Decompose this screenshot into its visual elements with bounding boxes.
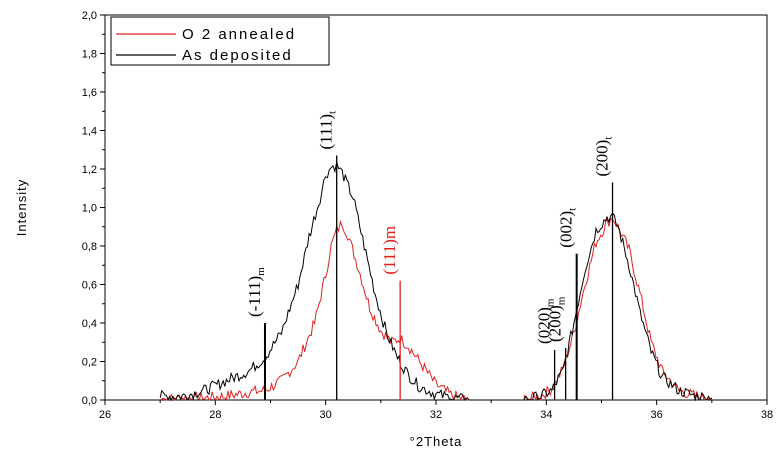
reference-label: (002)t <box>557 208 579 248</box>
y-tick-label: 0,0 <box>82 395 97 407</box>
x-tick-label: 30 <box>320 409 332 421</box>
y-axis-label: Intensity <box>14 179 29 236</box>
reference-label: (-111)m <box>245 267 267 317</box>
plot-frame <box>104 14 768 401</box>
y-tick-label: 0,6 <box>82 280 97 292</box>
y-tick-label: 1,6 <box>82 87 97 99</box>
y-tick-label: 0,4 <box>82 318 97 330</box>
reference-lines: (-111)m (111)t (111)m (020)m(200)m (002)t (20… <box>245 111 615 400</box>
reference-label: (200)t <box>593 137 615 177</box>
legend-label: As deposited <box>182 47 293 64</box>
reference-label: (200)m <box>546 296 568 342</box>
y-tick-label: 1,2 <box>82 164 97 176</box>
plot-area <box>104 14 768 401</box>
legend-label: O 2 annealed <box>182 26 296 43</box>
x-tick-label: 32 <box>430 409 442 421</box>
y-tick-label: 1,4 <box>82 126 97 138</box>
reference-label: (020)m <box>535 298 557 344</box>
x-tick-label: 34 <box>540 409 552 421</box>
series-layer <box>159 161 713 402</box>
x-tick-label: 28 <box>209 409 221 421</box>
x-tick-label: 26 <box>99 409 111 421</box>
legend: O 2 annealed As deposited <box>110 16 330 66</box>
y-tick-label: 2,0 <box>82 10 97 22</box>
reference-label: (111)m <box>380 226 399 275</box>
legend-box <box>110 16 330 66</box>
axis-ticks: 26 28 30 32 34 36 38 0,0 0,2 0,4 0,6 0,8 1,0 1,2 1,4 1,… <box>82 10 773 421</box>
y-tick-label: 0,2 <box>82 357 97 369</box>
y-tick-label: 1,0 <box>82 203 97 215</box>
reference-label: (111)t <box>317 111 339 150</box>
y-tick-label: 0,8 <box>82 241 97 253</box>
x-tick-label: 38 <box>761 409 773 421</box>
x-tick-label: 36 <box>651 409 663 421</box>
x-axis-label: °2Theta <box>410 434 463 449</box>
y-tick-label: 1,8 <box>82 49 97 61</box>
series-as-deposited <box>159 161 713 402</box>
series-o2-annealed <box>159 217 713 401</box>
